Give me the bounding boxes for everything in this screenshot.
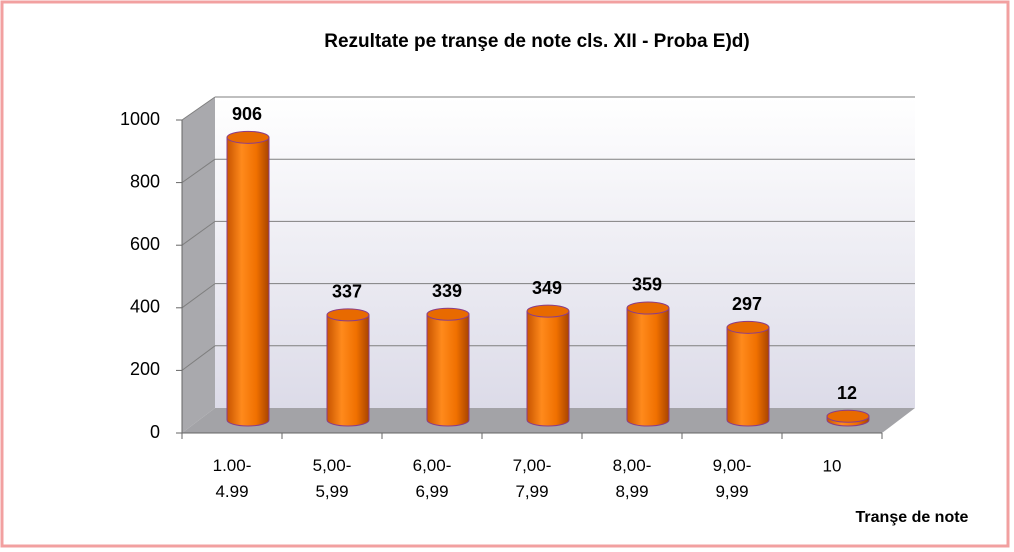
bar-top <box>526 304 570 318</box>
y-tick-label: 1000 <box>120 109 160 129</box>
bar <box>326 314 370 427</box>
bar <box>626 307 670 427</box>
grid-line-side <box>181 158 216 184</box>
bar <box>226 136 270 427</box>
y-tick-label: 400 <box>130 297 160 317</box>
x-tick-label: 9,00-9,99 <box>713 456 752 501</box>
value-label: 906 <box>232 104 262 124</box>
value-label: 12 <box>837 383 857 403</box>
grid-line-side <box>181 345 216 371</box>
x-tick-label: 10 <box>823 456 842 475</box>
x-axis-label: Tranşe de note <box>856 509 969 526</box>
y-tick-label: 800 <box>130 171 160 191</box>
chart-title: Rezultate pe tranşe de note cls. XII - P… <box>324 31 749 52</box>
x-tick-label: 7,00-7,99 <box>513 456 552 501</box>
bar-top <box>326 308 370 322</box>
grid-line-side <box>181 96 216 121</box>
value-label: 349 <box>532 278 562 298</box>
value-label: 337 <box>332 282 362 302</box>
value-label: 359 <box>632 275 662 295</box>
x-tick-label: 5,00-5,99 <box>313 456 352 501</box>
x-tick-label: 8,00-8,99 <box>613 456 652 501</box>
grid-line-side <box>181 283 216 309</box>
bar <box>526 310 570 427</box>
x-tick-label: 6,00-6,99 <box>413 456 452 501</box>
bar-top <box>826 409 870 423</box>
value-label: 297 <box>732 294 762 314</box>
bar-top <box>626 301 670 315</box>
grid-line-side <box>181 220 216 246</box>
y-tick-label: 200 <box>130 359 160 379</box>
bar <box>726 326 770 427</box>
side-wall <box>182 97 215 433</box>
bar <box>426 313 470 427</box>
bar-top <box>426 307 470 321</box>
value-label: 339 <box>432 281 462 301</box>
y-tick-label: 0 <box>150 422 160 442</box>
y-tick-label: 600 <box>130 234 160 254</box>
x-tick-label: 1.00-4.99 <box>213 456 252 501</box>
bar-top <box>226 130 270 144</box>
bar-top <box>726 320 770 334</box>
